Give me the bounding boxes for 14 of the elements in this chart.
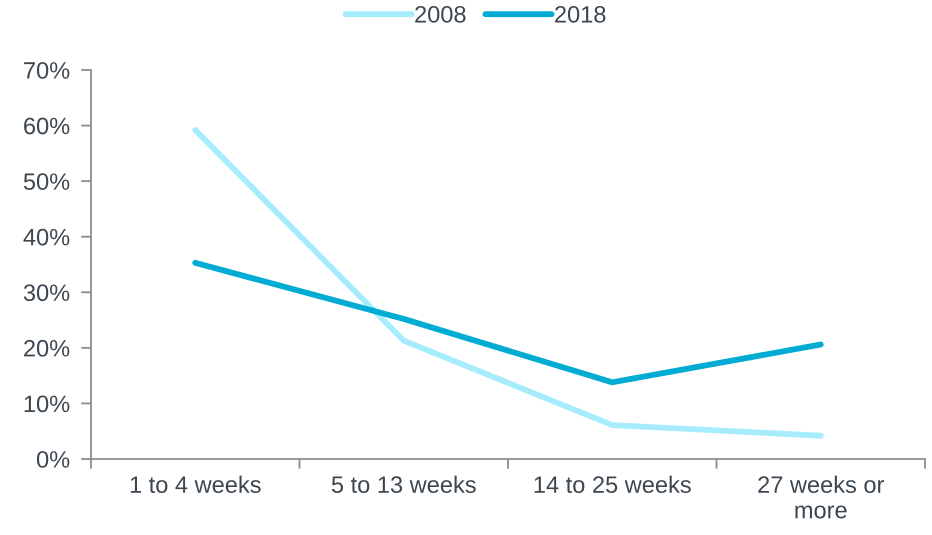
y-tick-label: 20% bbox=[24, 340, 70, 357]
y-tick-label: 60% bbox=[24, 118, 70, 134]
y-tick-label: 70% bbox=[24, 62, 70, 79]
x-tick-label: 5 to 13 weeks bbox=[332, 476, 476, 494]
y-tick-label: 0% bbox=[36, 451, 70, 468]
y-tick-label: 10% bbox=[24, 395, 70, 412]
y-tick-label: 30% bbox=[24, 284, 70, 302]
legend-label: 2008 bbox=[415, 6, 466, 23]
x-tick-label: 27 weeks or more bbox=[758, 476, 884, 518]
legend-label: 2018 bbox=[555, 6, 606, 23]
x-tick-label: 14 to 25 weeks bbox=[534, 476, 691, 494]
y-tick-label: 40% bbox=[23, 228, 70, 246]
x-tick-label: 1 to 4 weeks bbox=[130, 476, 261, 494]
y-tick-label: 50% bbox=[24, 173, 70, 190]
